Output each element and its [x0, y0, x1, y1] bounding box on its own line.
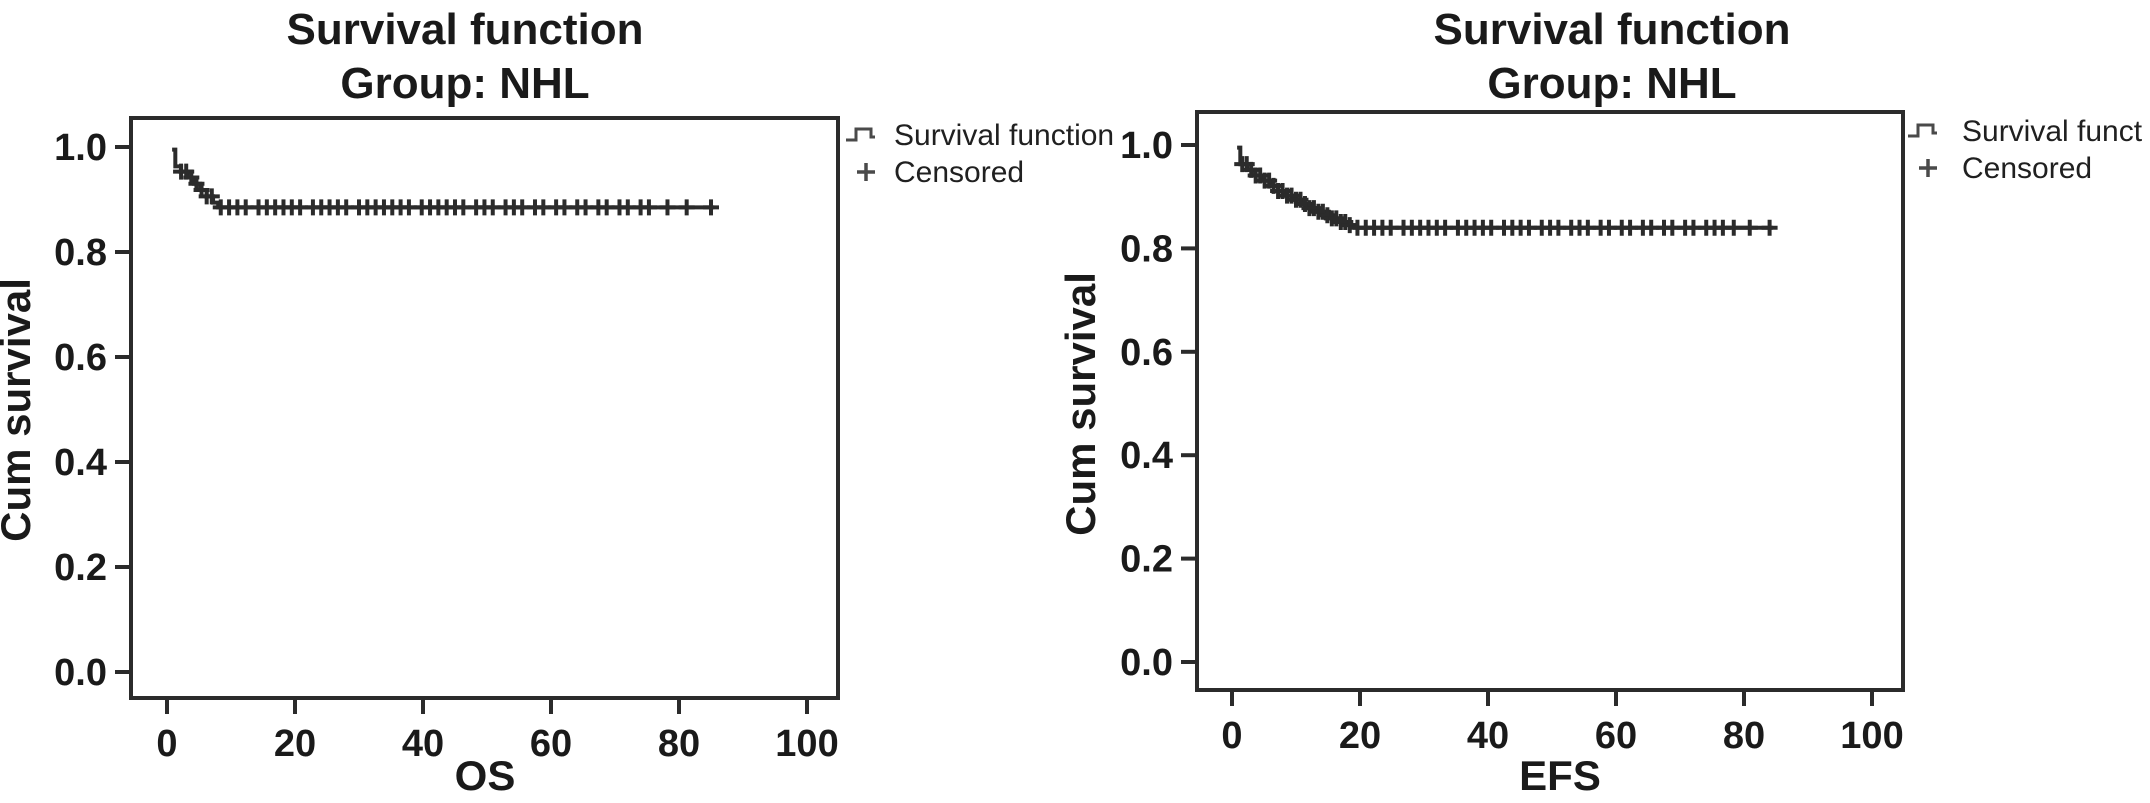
- legend-step-line-icon: [1908, 123, 1937, 138]
- y-tick-label: 0.8: [54, 232, 107, 274]
- censored-plus-icon: [640, 199, 657, 216]
- chart-title: Survival function: [287, 5, 644, 54]
- legend-plus-icon: [1919, 159, 1937, 177]
- censored-plus-icon: [678, 199, 695, 216]
- chart-subtitle: Group: NHL: [1487, 59, 1736, 108]
- y-tick-label: 0.8: [1120, 228, 1173, 270]
- x-tick-label: 20: [274, 723, 316, 765]
- y-tick-label: 0.6: [1120, 332, 1173, 374]
- censored-plus-icon: [1341, 217, 1358, 234]
- y-tick-label: 0.4: [54, 442, 107, 484]
- legend-censored-label: Censored: [1962, 152, 2092, 185]
- x-axis-label: EFS: [1519, 752, 1601, 799]
- x-tick-label: 0: [156, 723, 177, 765]
- censored-plus-icon: [1725, 219, 1742, 236]
- y-tick-label: 0.0: [1120, 642, 1173, 684]
- y-tick-label: 0.2: [1120, 539, 1173, 581]
- legend: Survival function Censored: [846, 119, 1114, 189]
- x-tick-label: 60: [530, 723, 572, 765]
- x-tick-label: 100: [1840, 715, 1903, 757]
- x-tick-label: 0: [1221, 715, 1242, 757]
- y-tick-label: 1.0: [1120, 125, 1173, 167]
- x-tick-label: 100: [775, 723, 838, 765]
- y-axis-label: Cum survival: [1057, 272, 1104, 536]
- x-axis-label: OS: [455, 752, 516, 799]
- y-tick-label: 0.4: [1120, 435, 1173, 477]
- censored-plus-icon: [203, 188, 220, 205]
- legend-censored-label: Censored: [894, 156, 1024, 189]
- censored-marks: [1234, 156, 1778, 236]
- chart-subtitle: Group: NHL: [340, 59, 589, 108]
- censored-plus-icon: [659, 199, 676, 216]
- x-tick-label: 60: [1595, 715, 1637, 757]
- y-tick-label: 0.6: [54, 337, 107, 379]
- legend-survival-label: Survival funct: [1962, 115, 2143, 148]
- chart-os: 0.0 0.2 0.4 0.6 0.8 1.0 0 20 40 60 80 100 Survival f…: [0, 5, 1114, 799]
- chart-title: Survival function: [1434, 5, 1791, 54]
- y-tick-label: 1.0: [54, 127, 107, 169]
- censored-plus-icon: [1741, 219, 1758, 236]
- legend-step-line-icon: [846, 127, 875, 142]
- y-tick-label: 0.0: [54, 652, 107, 694]
- x-tick-label: 20: [1339, 715, 1381, 757]
- censored-plus-icon: [703, 199, 719, 216]
- y-tick-label: 0.2: [54, 547, 107, 589]
- x-tick-label: 40: [1467, 715, 1509, 757]
- censored-plus-icon: [1761, 219, 1778, 236]
- chart-efs: 0.0 0.2 0.4 0.6 0.8 1.0 0 20 40 60 80 100 Survival f…: [1057, 5, 2143, 799]
- legend: Survival funct Censored: [1908, 115, 2143, 185]
- y-axis-label: Cum survival: [0, 278, 39, 542]
- x-tick-label: 80: [658, 723, 700, 765]
- legend-plus-icon: [857, 163, 875, 181]
- x-tick-label: 80: [1723, 715, 1765, 757]
- legend-survival-label: Survival function: [894, 119, 1114, 152]
- x-tick-label: 40: [402, 723, 444, 765]
- censored-marks: [173, 163, 719, 216]
